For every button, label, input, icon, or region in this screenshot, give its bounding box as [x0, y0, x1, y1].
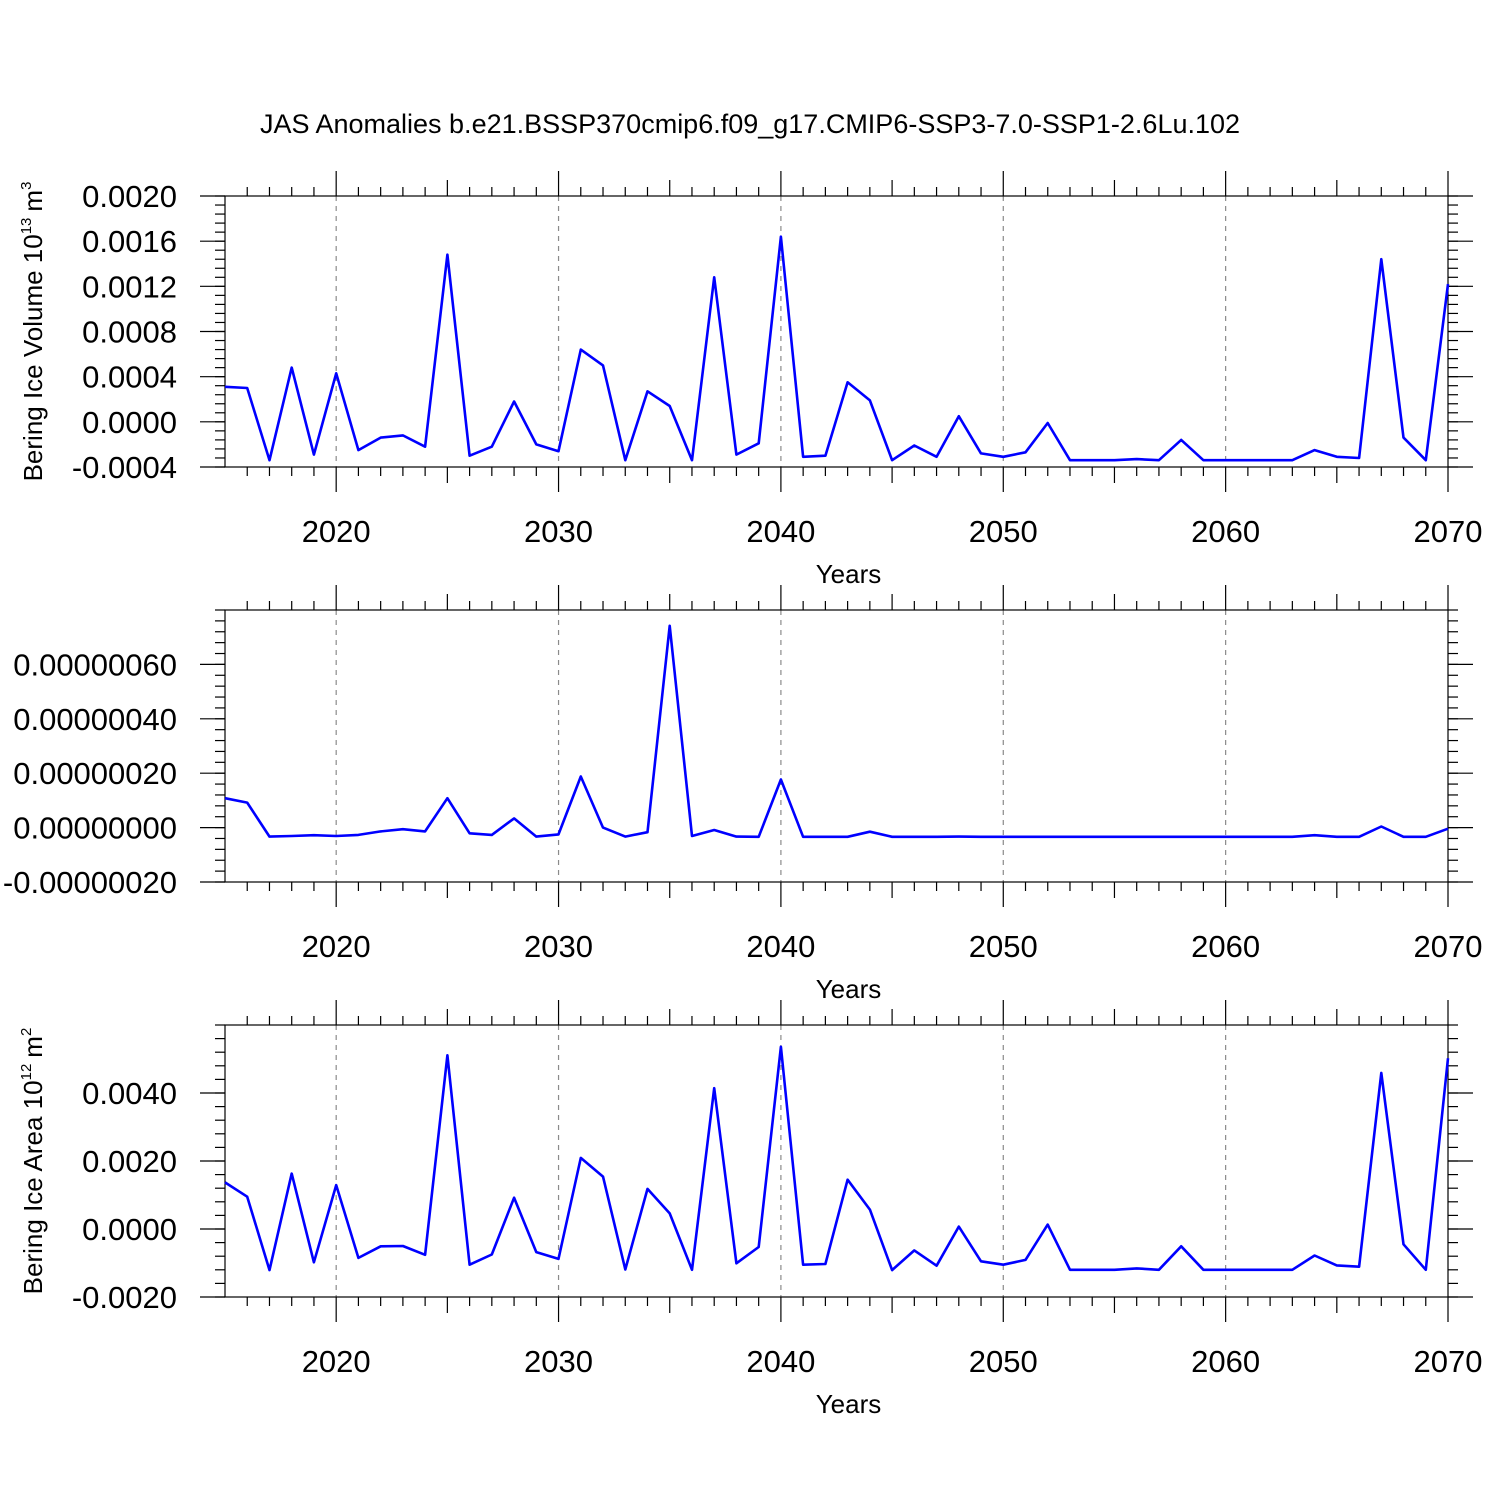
y-axis-label-text: Bering Ice Area 10 [18, 1080, 48, 1294]
y-tick-label: 0.0000 [82, 405, 177, 440]
y-tick-label: -0.0020 [72, 1280, 177, 1315]
y-tick-label: 0.00000020 [13, 756, 177, 791]
y-axis-label-unit-exponent: 2 [18, 1028, 35, 1036]
plot-frame [224, 609, 1449, 883]
x-tick-label: 2070 [1414, 929, 1483, 964]
y-axis-label-unit: m [18, 190, 48, 212]
x-tick-label: 2040 [746, 514, 815, 549]
y-tick-label: 0.0008 [82, 315, 177, 350]
x-tick-label: 2070 [1414, 514, 1483, 549]
y-axis-label-exponent: 13 [18, 218, 35, 235]
x-axis-label: Years [816, 974, 882, 1004]
y-tick-label: -0.0004 [72, 450, 177, 485]
panel-3: 2020 2030 2040 2050 2060 2070 -0.0020 0.0000 0.0… [18, 1000, 1482, 1419]
x-axis-label: Years [816, 559, 882, 589]
y-axis-label-exponent: 12 [18, 1064, 35, 1081]
y-tick-label: 0.0000 [82, 1212, 177, 1247]
plot-frame [224, 1024, 1449, 1298]
x-tick-label: 2070 [1414, 1344, 1483, 1379]
x-tick-label: 2050 [969, 929, 1038, 964]
x-tick-label: 2030 [524, 1344, 593, 1379]
y-axis-label: Bering Ice Volume 1013 m3 [18, 182, 48, 482]
y-tick-label: 0.00000040 [13, 702, 177, 737]
series-line [224, 1045, 1450, 1272]
y-tick-label: 0.0020 [82, 179, 177, 214]
x-tick-label: 2020 [302, 1344, 371, 1379]
y-tick-label: 0.0040 [82, 1076, 177, 1111]
x-tick-label: 2040 [746, 929, 815, 964]
panel-2: 2020 2030 2040 2050 2060 2070 -0.00000020 0.000… [3, 585, 1483, 1004]
y-tick-label: 0.0012 [82, 269, 177, 304]
y-tick-label: -0.00000020 [3, 865, 177, 900]
y-tick-label: 0.0016 [82, 224, 177, 259]
panel-1: 2020 2030 2040 2050 2060 2070 -0.0004 0.0000 0.0… [18, 171, 1482, 589]
x-tick-label: 2060 [1191, 929, 1260, 964]
y-tick-label: 0.0020 [82, 1144, 177, 1179]
x-tick-label: 2030 [524, 514, 593, 549]
y-tick-label: 0.0004 [82, 360, 177, 395]
y-axis-label-unit: m [18, 1036, 48, 1058]
y-tick-label: 0.00000060 [13, 647, 177, 682]
y-axis-label-unit-exponent: 3 [18, 182, 35, 190]
x-tick-label: 2020 [302, 514, 371, 549]
x-axis-label: Years [816, 1389, 882, 1419]
chart-title: JAS Anomalies b.e21.BSSP370cmip6.f09_g17… [260, 109, 1240, 139]
x-tick-label: 2060 [1191, 1344, 1260, 1379]
x-tick-label: 2030 [524, 929, 593, 964]
x-tick-label: 2050 [969, 1344, 1038, 1379]
y-axis-label: Bering Ice Area 1012 m2 [18, 1028, 48, 1295]
x-tick-label: 2020 [302, 929, 371, 964]
y-axis-label-text: Bering Ice Volume 10 [18, 234, 48, 481]
series-line [224, 624, 1449, 839]
x-tick-label: 2050 [969, 514, 1038, 549]
series-line [224, 235, 1450, 462]
x-tick-label: 2060 [1191, 514, 1260, 549]
x-tick-label: 2040 [746, 1344, 815, 1379]
y-tick-label: 0.00000000 [13, 811, 177, 846]
plot-frame [224, 195, 1449, 468]
